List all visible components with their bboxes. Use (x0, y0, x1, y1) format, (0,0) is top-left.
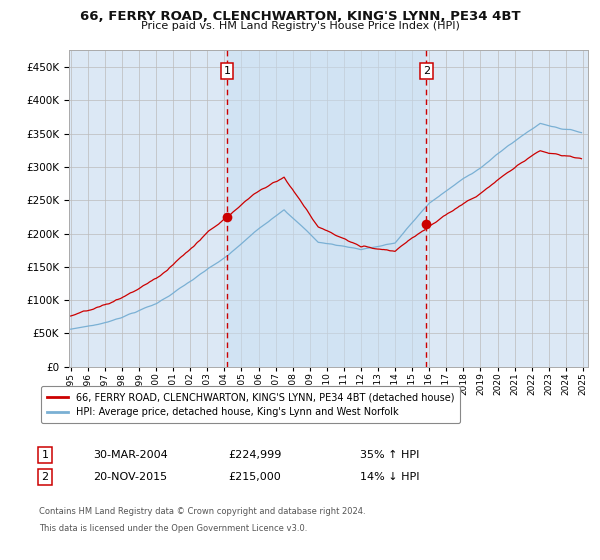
Legend: 66, FERRY ROAD, CLENCHWARTON, KING'S LYNN, PE34 4BT (detached house), HPI: Avera: 66, FERRY ROAD, CLENCHWARTON, KING'S LYN… (41, 386, 460, 423)
Text: 35% ↑ HPI: 35% ↑ HPI (360, 450, 419, 460)
Text: 1: 1 (224, 66, 231, 76)
Text: Contains HM Land Registry data © Crown copyright and database right 2024.: Contains HM Land Registry data © Crown c… (39, 507, 365, 516)
Text: 20-NOV-2015: 20-NOV-2015 (93, 472, 167, 482)
Text: 14% ↓ HPI: 14% ↓ HPI (360, 472, 419, 482)
Bar (227, 50, 427, 367)
Text: 66, FERRY ROAD, CLENCHWARTON, KING'S LYNN, PE34 4BT: 66, FERRY ROAD, CLENCHWARTON, KING'S LYN… (80, 10, 520, 23)
Text: £224,999: £224,999 (228, 450, 281, 460)
Text: 30-MAR-2004: 30-MAR-2004 (93, 450, 168, 460)
Text: £215,000: £215,000 (228, 472, 281, 482)
Text: 1: 1 (41, 450, 49, 460)
Text: 2: 2 (41, 472, 49, 482)
Text: 2: 2 (423, 66, 430, 76)
Text: This data is licensed under the Open Government Licence v3.0.: This data is licensed under the Open Gov… (39, 524, 307, 533)
Text: Price paid vs. HM Land Registry's House Price Index (HPI): Price paid vs. HM Land Registry's House … (140, 21, 460, 31)
